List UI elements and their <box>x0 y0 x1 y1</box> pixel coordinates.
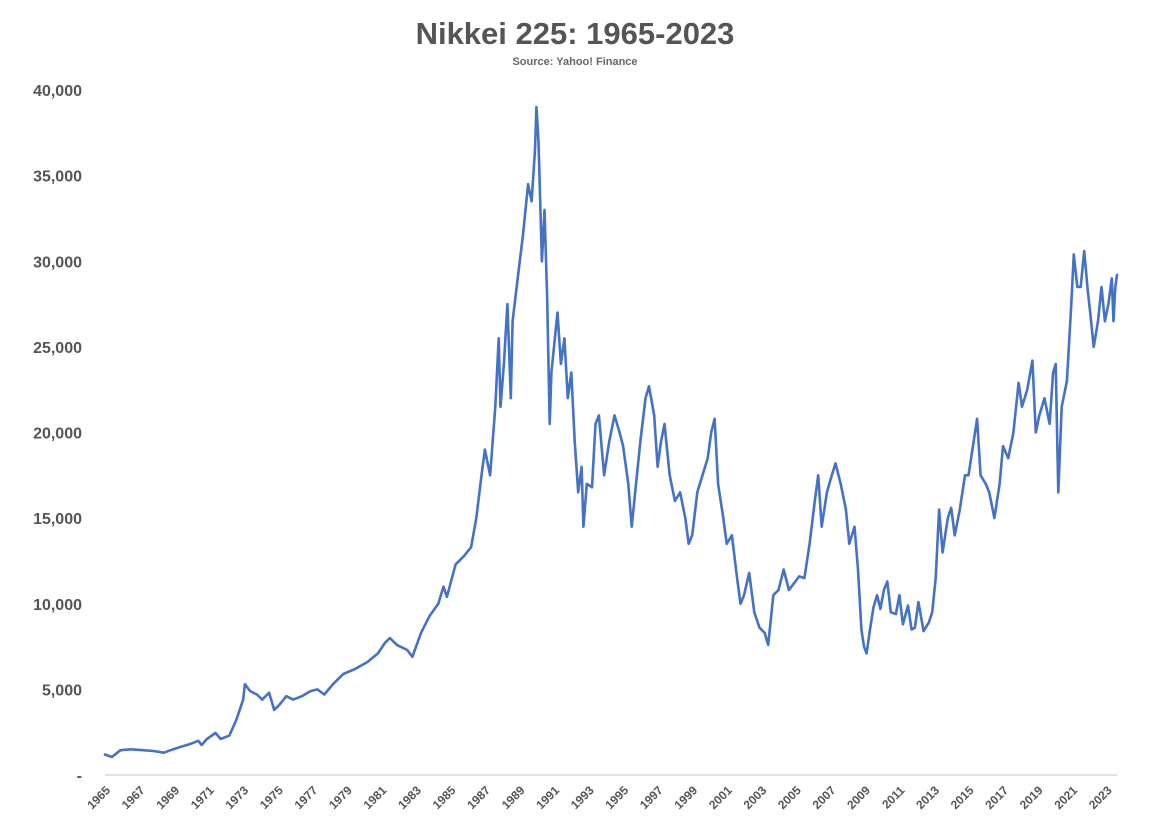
x-tick-label: 1969 <box>153 783 182 812</box>
x-tick-label: 2005 <box>775 783 804 812</box>
x-tick-label: 2023 <box>1086 783 1115 812</box>
x-tick-label: 2015 <box>948 783 977 812</box>
x-tick-label: 2007 <box>810 783 839 812</box>
x-tick-label: 2009 <box>844 783 873 812</box>
chart-title: Nikkei 225: 1965-2023 <box>415 16 735 51</box>
x-tick-label: 1999 <box>672 783 701 812</box>
x-tick-label: 2013 <box>913 783 942 812</box>
y-tick-label: 25,000 <box>33 340 82 357</box>
x-tick-label: 1977 <box>292 783 321 812</box>
y-tick-label: 20,000 <box>33 426 82 443</box>
x-tick-label: 2011 <box>879 783 908 812</box>
y-tick-label: 35,000 <box>33 169 82 186</box>
x-tick-label: 1997 <box>637 783 666 812</box>
y-tick-label: 40,000 <box>33 83 82 100</box>
x-tick-label: 2003 <box>741 783 770 812</box>
x-tick-label: 2001 <box>706 783 735 812</box>
x-tick-label: 1965 <box>84 783 113 812</box>
chart-subtitle: Source: Yahoo! Finance <box>512 56 638 68</box>
x-tick-label: 1967 <box>119 783 148 812</box>
y-tick-label: 10,000 <box>33 597 82 614</box>
series-layer <box>103 105 1119 759</box>
x-tick-label: 1979 <box>326 783 355 812</box>
y-tick-label: - <box>77 768 82 785</box>
x-tick-label: 2017 <box>982 783 1011 812</box>
x-tick-label: 1995 <box>602 783 631 812</box>
x-tick-label: 1985 <box>430 783 459 812</box>
series-line <box>103 105 1119 759</box>
x-tick-label: 1981 <box>361 783 390 812</box>
x-tick-label: 1975 <box>257 783 286 812</box>
x-tick-label: 1971 <box>188 783 217 812</box>
y-tick-label: 15,000 <box>33 511 82 528</box>
x-tick-label: 1987 <box>464 783 493 812</box>
y-axis: - 5,000 10,000 15,000 20,000 25,000 30,000 35,0… <box>33 83 82 785</box>
x-tick-label: 1989 <box>499 783 528 812</box>
x-axis: 1965 1967 1969 1971 1973 1975 1977 1979 1981 1983… <box>84 774 1117 812</box>
x-tick-label: 1991 <box>533 783 562 812</box>
x-tick-label: 2019 <box>1017 783 1046 812</box>
y-tick-label: 30,000 <box>33 254 82 271</box>
x-tick-label: 1973 <box>222 783 251 812</box>
y-tick-label: 5,000 <box>42 682 82 699</box>
x-tick-label: 1993 <box>568 783 597 812</box>
x-tick-label: 1983 <box>395 783 424 812</box>
x-tick-label: 2021 <box>1051 783 1080 812</box>
